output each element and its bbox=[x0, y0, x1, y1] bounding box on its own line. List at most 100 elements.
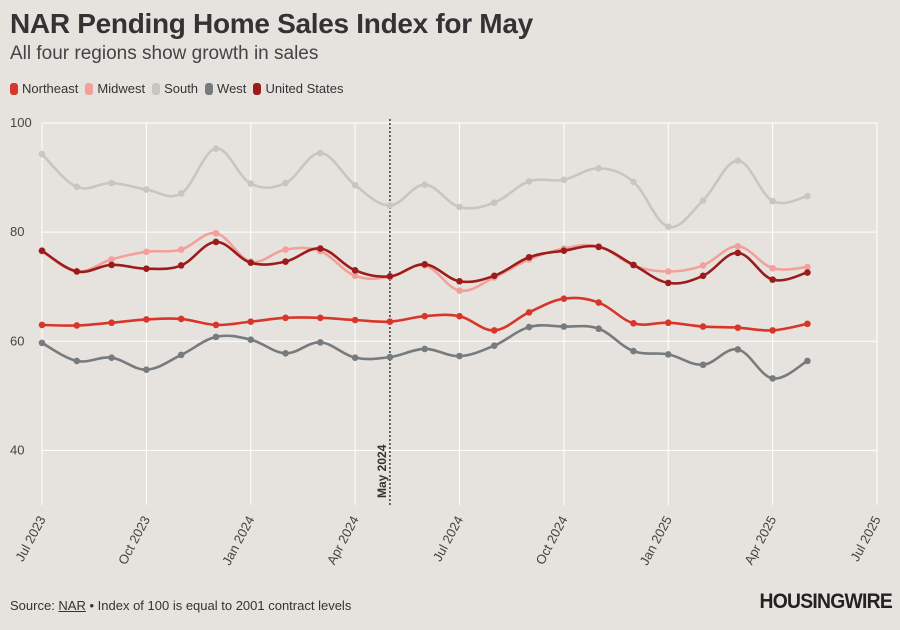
point-united-states-2024-06[interactable] bbox=[421, 261, 429, 268]
point-northeast-2025-02[interactable] bbox=[699, 323, 707, 330]
point-west-2023-07[interactable] bbox=[38, 339, 46, 347]
point-midwest-2025-04[interactable] bbox=[769, 264, 776, 272]
point-northeast-2023-12[interactable] bbox=[212, 321, 220, 329]
point-west-2024-03[interactable] bbox=[317, 339, 324, 346]
point-northeast-2023-09[interactable] bbox=[108, 319, 115, 327]
point-midwest-2024-04[interactable] bbox=[351, 272, 359, 280]
point-united-states-2025-05[interactable] bbox=[804, 269, 811, 276]
point-northeast-2024-03[interactable] bbox=[317, 314, 324, 322]
point-west-2024-07[interactable] bbox=[456, 352, 463, 360]
point-west-2023-09[interactable] bbox=[108, 354, 115, 361]
point-midwest-2025-05[interactable] bbox=[804, 263, 811, 271]
point-united-states-2024-01[interactable] bbox=[247, 259, 255, 267]
point-united-states-2023-08[interactable] bbox=[73, 268, 81, 275]
point-northeast-2023-10[interactable] bbox=[143, 316, 150, 323]
point-northeast-2025-03[interactable] bbox=[734, 324, 742, 331]
point-northeast-2024-08[interactable] bbox=[490, 327, 498, 334]
point-midwest-2025-01[interactable] bbox=[664, 268, 672, 275]
point-midwest-2025-03[interactable] bbox=[734, 243, 742, 250]
point-northeast-2024-09[interactable] bbox=[525, 309, 533, 316]
point-united-states-2024-12[interactable] bbox=[630, 261, 637, 269]
point-west-2024-09[interactable] bbox=[525, 323, 533, 331]
point-west-2024-02[interactable] bbox=[282, 349, 289, 357]
point-northeast-2024-06[interactable] bbox=[421, 312, 429, 320]
point-west-2024-04[interactable] bbox=[351, 354, 359, 361]
point-northeast-2025-01[interactable] bbox=[664, 319, 672, 327]
point-united-states-2025-02[interactable] bbox=[699, 272, 707, 280]
point-west-2023-11[interactable] bbox=[177, 351, 185, 359]
point-united-states-2025-01[interactable] bbox=[664, 279, 672, 287]
point-united-states-2024-11[interactable] bbox=[595, 243, 602, 251]
point-south-2025-01[interactable] bbox=[664, 223, 672, 230]
point-south-2025-03[interactable] bbox=[734, 157, 742, 164]
point-northeast-2024-07[interactable] bbox=[456, 312, 463, 320]
point-west-2024-11[interactable] bbox=[595, 325, 602, 333]
point-northeast-2025-04[interactable] bbox=[769, 327, 776, 334]
point-northeast-2024-12[interactable] bbox=[630, 319, 637, 327]
point-south-2023-12[interactable] bbox=[212, 145, 220, 152]
point-west-2023-08[interactable] bbox=[73, 357, 81, 365]
point-midwest-2023-10[interactable] bbox=[143, 248, 150, 256]
point-united-states-2023-11[interactable] bbox=[177, 262, 185, 269]
point-south-2024-06[interactable] bbox=[421, 181, 429, 188]
point-united-states-2024-04[interactable] bbox=[351, 267, 359, 274]
point-south-2023-08[interactable] bbox=[73, 183, 81, 191]
point-west-2024-12[interactable] bbox=[630, 347, 637, 355]
point-united-states-2024-08[interactable] bbox=[490, 272, 498, 280]
point-west-2024-08[interactable] bbox=[490, 342, 498, 349]
point-south-2024-09[interactable] bbox=[525, 178, 533, 185]
point-northeast-2024-02[interactable] bbox=[282, 314, 289, 322]
point-south-2024-08[interactable] bbox=[490, 199, 498, 206]
point-midwest-2024-02[interactable] bbox=[282, 246, 289, 253]
point-united-states-2024-10[interactable] bbox=[560, 247, 568, 254]
point-west-2024-06[interactable] bbox=[421, 345, 429, 353]
point-united-states-2023-07[interactable] bbox=[38, 247, 46, 254]
point-south-2023-10[interactable] bbox=[143, 186, 150, 193]
point-northeast-2024-05[interactable] bbox=[386, 318, 394, 325]
point-united-states-2023-12[interactable] bbox=[212, 238, 220, 246]
point-northeast-2024-11[interactable] bbox=[595, 299, 602, 306]
point-south-2023-07[interactable] bbox=[38, 150, 46, 158]
point-northeast-2023-11[interactable] bbox=[177, 315, 185, 323]
point-south-2025-02[interactable] bbox=[699, 197, 707, 204]
point-west-2025-04[interactable] bbox=[769, 375, 776, 382]
point-south-2023-09[interactable] bbox=[108, 179, 115, 187]
point-south-2023-11[interactable] bbox=[177, 190, 185, 197]
point-south-2024-04[interactable] bbox=[351, 181, 359, 189]
point-midwest-2025-02[interactable] bbox=[699, 262, 707, 269]
point-south-2024-02[interactable] bbox=[282, 179, 289, 187]
point-midwest-2023-09[interactable] bbox=[108, 256, 115, 263]
point-west-2024-01[interactable] bbox=[247, 336, 255, 343]
source-link[interactable]: NAR bbox=[58, 598, 86, 613]
point-northeast-2024-01[interactable] bbox=[247, 318, 255, 325]
point-south-2024-05[interactable] bbox=[386, 202, 394, 209]
point-midwest-2023-12[interactable] bbox=[212, 229, 220, 237]
point-northeast-2024-10[interactable] bbox=[560, 295, 568, 303]
point-midwest-2023-11[interactable] bbox=[177, 246, 185, 253]
point-united-states-2025-04[interactable] bbox=[769, 276, 776, 283]
point-south-2024-01[interactable] bbox=[247, 180, 255, 187]
point-united-states-2024-03[interactable] bbox=[317, 245, 324, 252]
point-west-2025-03[interactable] bbox=[734, 346, 742, 353]
point-united-states-2024-05[interactable] bbox=[386, 273, 394, 280]
point-west-2023-10[interactable] bbox=[143, 366, 150, 373]
point-united-states-2023-09[interactable] bbox=[108, 261, 115, 269]
point-midwest-2024-07[interactable] bbox=[456, 287, 463, 294]
point-south-2024-10[interactable] bbox=[560, 176, 568, 184]
point-south-2025-05[interactable] bbox=[804, 192, 811, 200]
point-northeast-2025-05[interactable] bbox=[804, 320, 811, 328]
point-west-2024-05[interactable] bbox=[386, 353, 394, 361]
point-northeast-2023-07[interactable] bbox=[38, 321, 46, 329]
point-united-states-2024-02[interactable] bbox=[282, 258, 289, 265]
point-west-2025-01[interactable] bbox=[664, 351, 672, 358]
point-united-states-2025-03[interactable] bbox=[734, 249, 742, 257]
point-northeast-2023-08[interactable] bbox=[73, 322, 81, 329]
point-south-2025-04[interactable] bbox=[769, 197, 776, 205]
point-united-states-2024-09[interactable] bbox=[525, 253, 533, 261]
point-south-2024-12[interactable] bbox=[630, 178, 637, 186]
point-south-2024-03[interactable] bbox=[317, 149, 324, 157]
point-west-2025-05[interactable] bbox=[804, 357, 811, 365]
point-south-2024-07[interactable] bbox=[456, 203, 463, 211]
point-south-2024-11[interactable] bbox=[595, 164, 602, 172]
point-west-2025-02[interactable] bbox=[699, 361, 707, 369]
